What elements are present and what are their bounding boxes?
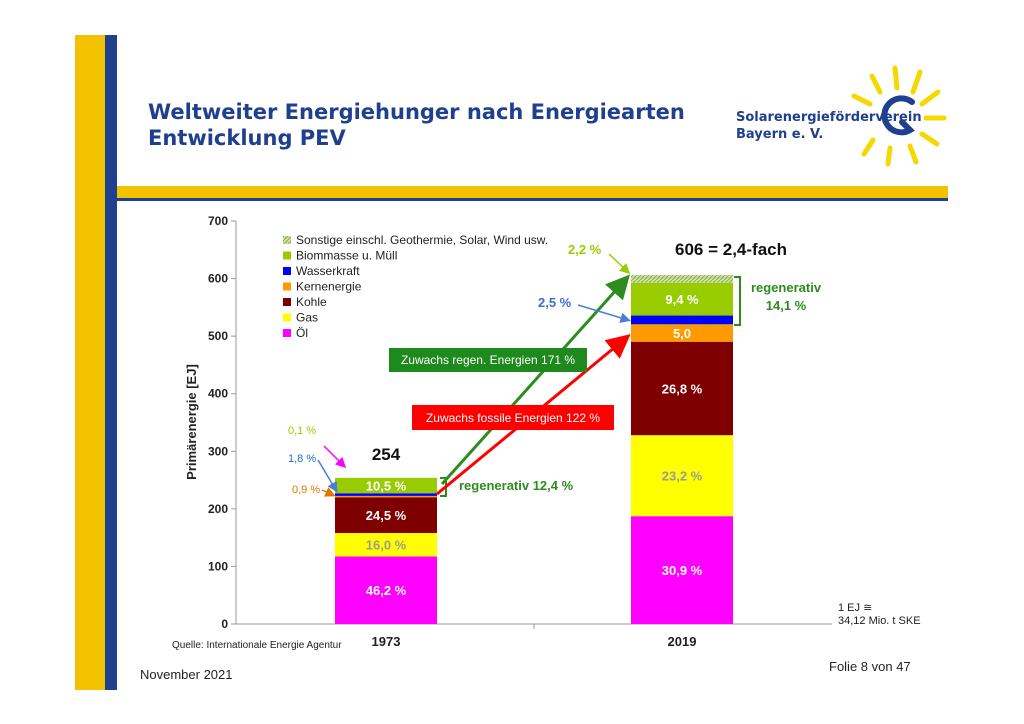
data-label: 26,8 %: [662, 381, 703, 396]
annotation-arrow-1-8: [317, 459, 338, 493]
x-tick-label: 1973: [372, 634, 401, 649]
bar-segment: [335, 533, 437, 557]
footer-date: November 2021: [140, 667, 233, 682]
bar-segment: [631, 341, 733, 436]
annotation-0-1-pct: 0,1 %: [288, 425, 316, 437]
legend-label: Biommasse u. Müll: [296, 249, 397, 263]
legend-swatch: [283, 267, 291, 275]
bar-segment: [631, 324, 733, 342]
total-label-2019: 606 = 2,4-fach: [675, 240, 787, 259]
y-tick-label: 200: [208, 502, 228, 516]
logo-text-line1: Solarenergieförderverein: [736, 110, 922, 125]
source-note: Quelle: Internationale Energie Agentur: [172, 640, 342, 651]
bar-segment: [335, 556, 437, 624]
x-tick-label: 2019: [668, 634, 697, 649]
header-blue-rule: [117, 198, 948, 201]
legend-label: Öl: [296, 326, 308, 340]
legend-swatch: [283, 251, 291, 260]
bar-segment: [631, 435, 733, 517]
bar-segment: [631, 516, 733, 624]
growth-label-fossil: Zuwachs fossile Energien 122 %: [426, 411, 600, 425]
data-label: 46,2 %: [366, 583, 407, 598]
annotation-arrow-2-2: [608, 253, 631, 275]
annotation-2-5-pct: 2,5 %: [538, 295, 572, 310]
growth-label-regenerative: Zuwachs regen. Energien 171 %: [401, 353, 575, 367]
y-tick-label: 500: [208, 329, 228, 343]
annotation-arrow-0-9: [321, 487, 336, 497]
regenerative-label-1973: regenerativ 12,4 %: [459, 478, 574, 493]
regenerative-label-2019-b: 14,1 %: [766, 298, 807, 313]
legend-label: Wasserkraft: [296, 264, 360, 278]
logo-text-line2: Bayern e. V.: [736, 127, 824, 142]
y-tick-label: 300: [208, 444, 228, 458]
header-yellow-rule: [117, 186, 948, 198]
data-label: 24,5 %: [366, 508, 407, 523]
data-label: 9,4 %: [665, 292, 699, 307]
legend-label: Sonstige einschl. Geothermie, Solar, Win…: [296, 233, 548, 247]
data-label: 23,2 %: [662, 469, 703, 484]
bar-segment: [335, 477, 437, 494]
legend-swatch: [283, 329, 291, 337]
regenerative-label-2019-a: regenerativ: [751, 280, 822, 295]
annotation-2-2-pct: 2,2 %: [568, 242, 602, 257]
unit-note-line2: 34,12 Mio. t SKE: [838, 615, 921, 627]
legend-swatch: [283, 298, 291, 306]
annotation-1-8-pct: 1,8 %: [288, 453, 316, 465]
data-label: 10,5 %: [366, 479, 407, 494]
y-tick-label: 700: [208, 214, 228, 228]
bar-segment: [335, 495, 437, 498]
footer-page-number: Folie 8 von 47: [829, 659, 911, 674]
regenerative-bracket-2019: [734, 276, 741, 326]
slide-title-line1: Weltweiter Energiehunger nach Energieart…: [148, 100, 685, 124]
total-label-1973: 254: [372, 445, 401, 464]
annotation-arrow-0-1: [323, 445, 347, 469]
legend-label: Kohle: [296, 295, 327, 309]
y-tick-label: 600: [208, 272, 228, 286]
annotation-0-9-pct: 0,9 %: [292, 484, 320, 496]
legend-swatch: [283, 313, 291, 322]
data-label: 16,0 %: [366, 538, 407, 553]
bar-segment: [631, 315, 733, 325]
sun-logo-icon: [851, 65, 947, 167]
legend-swatch: [283, 236, 291, 244]
left-yellow-bar: [75, 35, 105, 690]
slide-title-line2: Entwicklung PEV: [148, 126, 346, 150]
annotation-arrow-2-5: [577, 304, 631, 323]
left-blue-bar: [105, 35, 117, 690]
y-tick-label: 100: [208, 559, 228, 573]
data-label: 5,0: [673, 326, 691, 341]
data-label: 30,9 %: [662, 563, 703, 578]
y-tick-label: 0: [221, 617, 228, 631]
legend-swatch: [283, 282, 291, 291]
y-axis-title: Primärenergie [EJ]: [184, 364, 199, 480]
growth-arrow-regenerative: [440, 274, 631, 486]
unit-note-line1: 1 EJ ≅: [838, 602, 872, 614]
growth-box-regenerative: [389, 348, 587, 372]
legend-label: Gas: [296, 311, 318, 325]
growth-box-fossil: [412, 405, 614, 430]
bar-segment: [631, 282, 733, 316]
legend-label: Kernenergie: [296, 280, 362, 294]
bar-segment: [335, 497, 437, 534]
y-tick-label: 400: [208, 387, 228, 401]
bar-segment: [335, 493, 437, 496]
bar-segment: [631, 275, 733, 283]
